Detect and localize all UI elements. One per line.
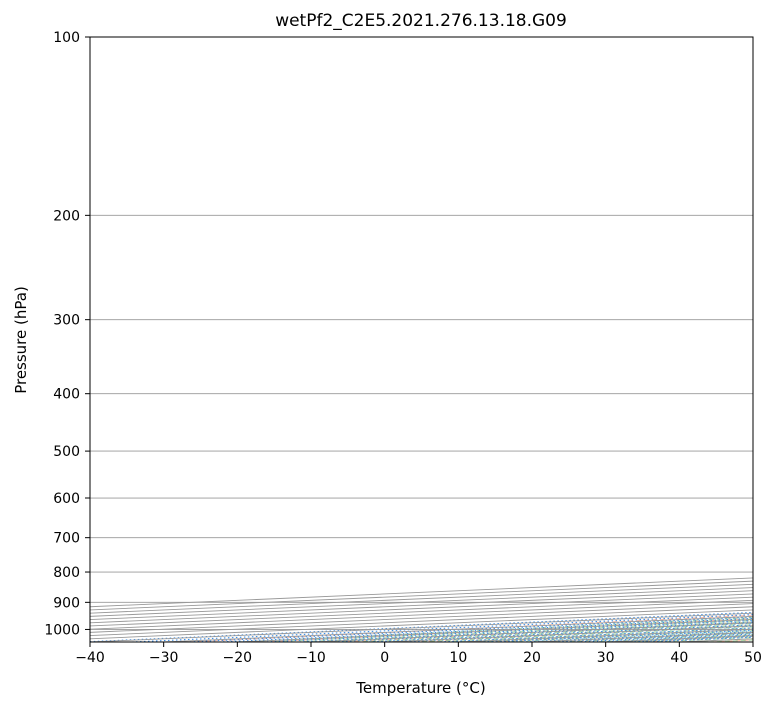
isotherm-line: [458, 628, 753, 642]
moist-adiabat: [296, 620, 753, 642]
isotherm-line: [531, 631, 753, 642]
isotherm-line: [90, 590, 753, 621]
dry-adiabat: [338, 621, 753, 642]
y-tick-label: 100: [53, 30, 80, 46]
x-axis: −40 −30 −20 −10 0 10 20 30 40 50: [75, 642, 762, 666]
moist-adiabat: [502, 630, 753, 642]
moist-adiabat: [473, 628, 753, 642]
moist-adiabat: [414, 625, 753, 642]
y-tick-label: 1000: [44, 622, 80, 638]
y-tick-label: 500: [53, 444, 80, 460]
isotherm-line: [237, 619, 753, 642]
y-tick-label: 900: [53, 595, 80, 611]
x-tick-label: 30: [597, 650, 615, 666]
isotherm-line: [384, 625, 753, 642]
mixing-ratio-line: [218, 617, 753, 642]
isotherm-line: [90, 606, 753, 637]
moist-adiabat: [590, 634, 753, 642]
background-lines: [90, 611, 753, 642]
x-tick-label: 20: [523, 650, 541, 666]
isotherm-line: [90, 603, 753, 633]
y-axis-title: Pressure (hPa): [12, 286, 30, 394]
moist-adiabat: [679, 638, 753, 642]
moist-adiabat: [561, 632, 753, 642]
y-tick-label: 300: [53, 313, 80, 329]
dry-adiabat: [188, 614, 753, 642]
moist-adiabat: [443, 627, 753, 642]
moist-adiabat: [620, 635, 753, 642]
isotherm-line: [310, 622, 753, 642]
isotherm-line: [90, 587, 753, 617]
y-tick-label: 600: [53, 491, 80, 507]
isotherm-line: [90, 612, 753, 642]
grid: [90, 37, 753, 642]
isotherm-line: [90, 596, 753, 627]
mixing-ratio-line: [522, 631, 753, 642]
x-tick-label: −40: [75, 650, 105, 666]
mixing-ratio-line: [467, 628, 753, 642]
isotherm-line: [90, 580, 753, 611]
mixing-ratio-line: [185, 616, 753, 642]
isotherm-line: [90, 593, 753, 624]
isotherm-line: [752, 641, 753, 642]
chart-title: wetPf2_C2E5.2021.276.13.18.G09: [275, 11, 567, 31]
x-tick-label: −20: [223, 650, 253, 666]
moist-adiabat: [649, 636, 753, 642]
x-tick-label: 0: [380, 650, 389, 666]
y-tick-label: 700: [53, 531, 80, 547]
dry-adiabat: [412, 625, 753, 642]
x-tick-label: 40: [670, 650, 688, 666]
isotherm-line: [605, 635, 753, 642]
isotherm-line: [90, 599, 753, 630]
dry-adiabat: [636, 635, 753, 642]
isotherm-line: [90, 609, 753, 640]
isotherm-line: [679, 638, 753, 642]
moist-adiabat: [708, 639, 753, 642]
y-axis: 100 200 300 400 500 600 700 800 900 1000: [44, 30, 90, 638]
y-tick-label: 400: [53, 387, 80, 403]
moist-adiabat: [531, 631, 753, 642]
moist-adiabat: [384, 624, 753, 642]
x-tick-label: 50: [744, 650, 762, 666]
moist-adiabat: [355, 622, 753, 642]
y-tick-label: 200: [53, 208, 80, 224]
isotherm-line: [90, 577, 753, 608]
mixing-ratio-line: [326, 622, 753, 642]
dry-adiabat: [263, 618, 753, 642]
isotherm-line: [90, 583, 753, 614]
dry-adiabat: [711, 639, 753, 642]
x-tick-label: −10: [296, 650, 326, 666]
mixing-ratio-line: [365, 624, 753, 642]
moist-adiabat: [237, 617, 753, 642]
moist-adiabat: [266, 618, 753, 642]
x-tick-label: −30: [149, 650, 179, 666]
x-axis-title: Temperature (°C): [355, 679, 485, 697]
plot-frame: [89, 36, 754, 643]
moist-adiabat: [325, 621, 753, 642]
dry-adiabat: [487, 628, 753, 642]
x-tick-label: 10: [449, 650, 467, 666]
dry-adiabat: [562, 632, 753, 642]
isotherm-line: [163, 615, 753, 642]
y-tick-label: 800: [53, 565, 80, 581]
